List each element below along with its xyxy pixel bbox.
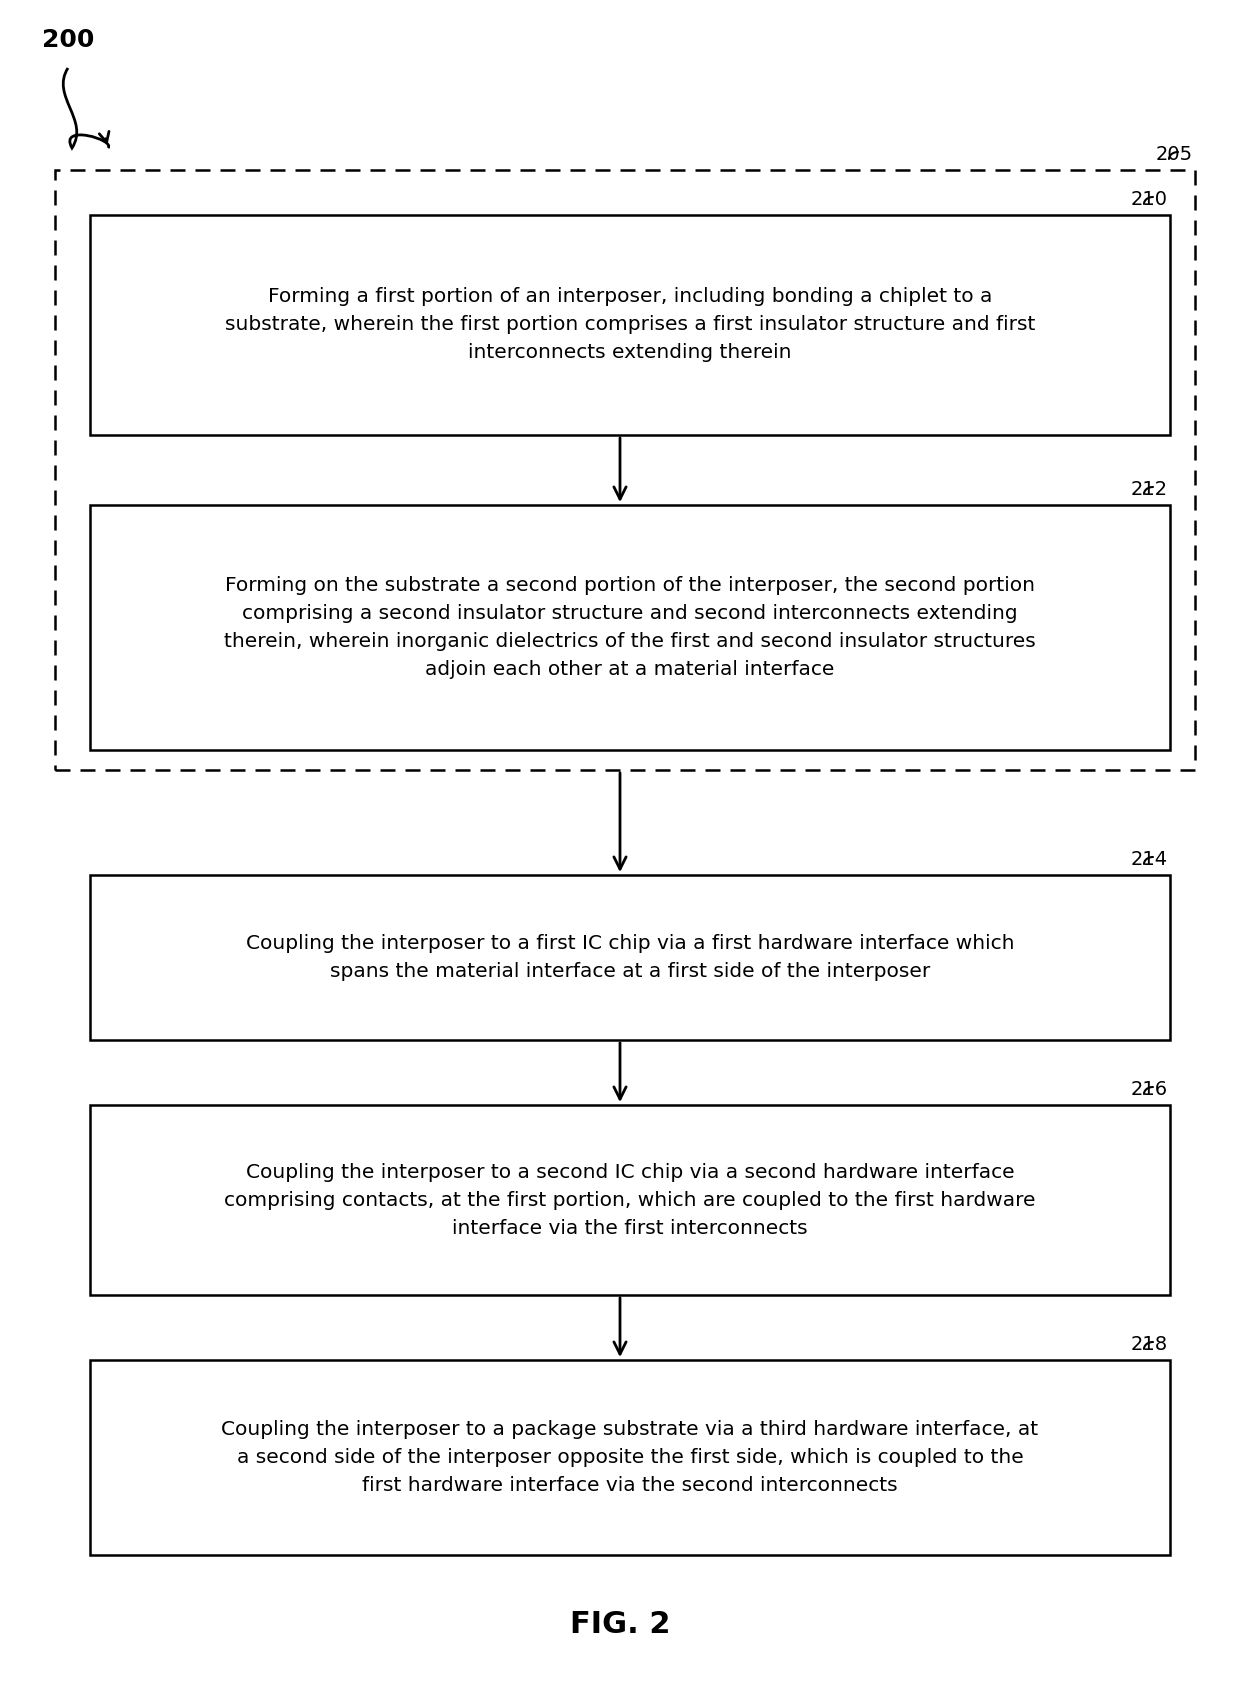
Text: 212: 212 xyxy=(1131,480,1168,499)
Text: 218: 218 xyxy=(1131,1336,1168,1354)
Bar xyxy=(91,1105,1171,1295)
Text: 200: 200 xyxy=(42,27,94,53)
Text: Forming on the substrate a second portion of the interposer, the second portion
: Forming on the substrate a second portio… xyxy=(224,575,1035,679)
Bar xyxy=(91,216,1171,434)
Text: 210: 210 xyxy=(1131,190,1168,209)
Text: 216: 216 xyxy=(1131,1079,1168,1100)
Text: Coupling the interposer to a package substrate via a third hardware interface, a: Coupling the interposer to a package sub… xyxy=(222,1420,1039,1495)
Text: 205: 205 xyxy=(1156,144,1193,165)
Bar xyxy=(55,170,1195,770)
Text: Coupling the interposer to a first IC chip via a first hardware interface which
: Coupling the interposer to a first IC ch… xyxy=(246,933,1014,981)
Text: 214: 214 xyxy=(1131,850,1168,869)
Bar xyxy=(91,506,1171,750)
Bar xyxy=(91,1359,1171,1554)
Bar xyxy=(91,876,1171,1040)
Text: FIG. 2: FIG. 2 xyxy=(569,1610,671,1639)
Text: Forming a first portion of an interposer, including bonding a chiplet to a
subst: Forming a first portion of an interposer… xyxy=(224,287,1035,363)
Text: Coupling the interposer to a second IC chip via a second hardware interface
comp: Coupling the interposer to a second IC c… xyxy=(224,1162,1035,1237)
